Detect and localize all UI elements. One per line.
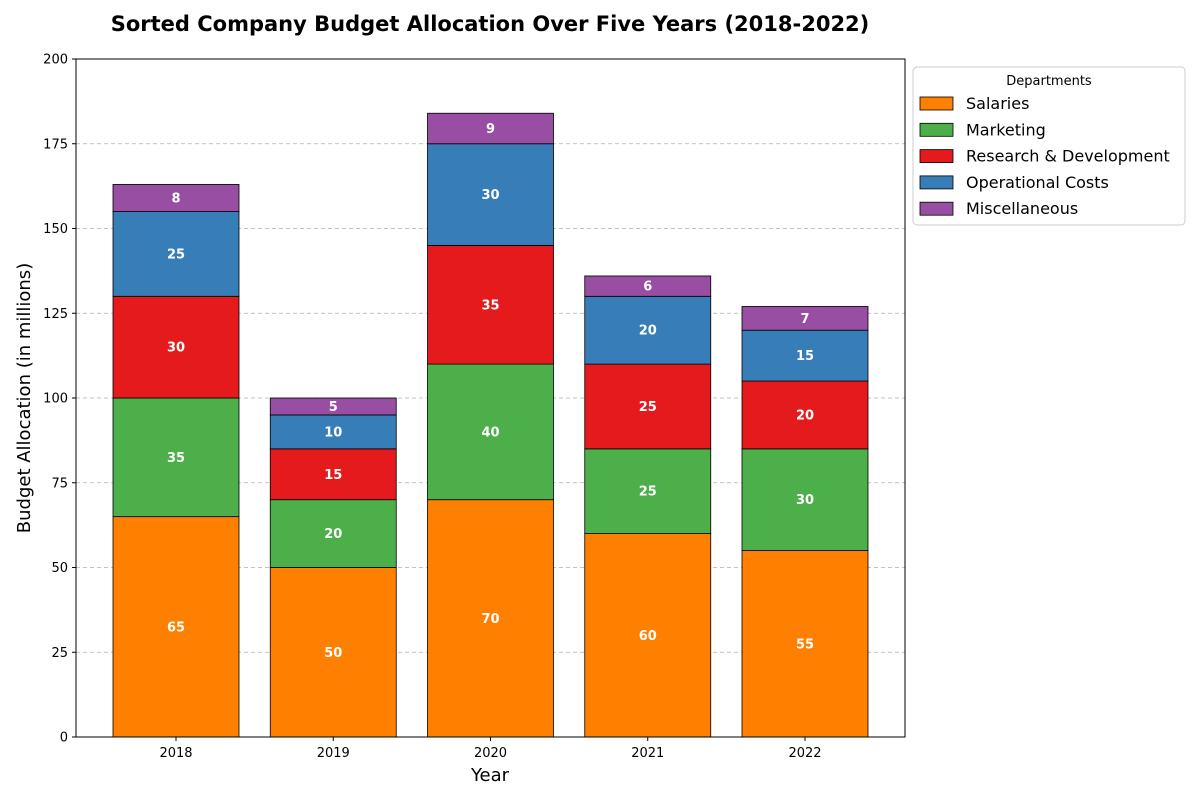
bar-value-label: 30 bbox=[796, 493, 814, 508]
bar-segment bbox=[427, 363, 554, 501]
bar-value-label: 60 bbox=[639, 629, 657, 644]
y-axis-label: Budget Allocation (in millions) bbox=[14, 263, 35, 533]
y-tick-label: 125 bbox=[43, 307, 68, 322]
legend-label: Marketing bbox=[966, 120, 1046, 139]
legend-label: Salaries bbox=[966, 94, 1029, 113]
bar-value-label: 7 bbox=[800, 312, 809, 327]
bar-value-label: 40 bbox=[481, 425, 499, 440]
legend-swatch bbox=[919, 149, 954, 164]
bar-segment bbox=[269, 397, 397, 416]
bar-value-label: 35 bbox=[481, 298, 499, 313]
bar-value-label: 15 bbox=[324, 468, 342, 483]
bar-value-label: 20 bbox=[639, 324, 657, 339]
bar-segment bbox=[112, 184, 240, 212]
y-axis: 0 25 50 75 100 125 150 175 200 bbox=[43, 53, 76, 746]
bar-segment bbox=[112, 295, 240, 399]
bar-segment bbox=[427, 245, 554, 365]
y-tick-label: 200 bbox=[43, 53, 68, 68]
bar-value-label: 50 bbox=[324, 646, 342, 661]
y-tick-label: 75 bbox=[51, 476, 68, 491]
bar-value-label: 35 bbox=[167, 451, 185, 466]
legend-swatch bbox=[919, 122, 954, 137]
legend-swatch bbox=[919, 175, 954, 190]
x-axis-label: Year bbox=[470, 765, 510, 786]
bar-segment bbox=[584, 448, 712, 535]
bar-value-label: 55 bbox=[796, 637, 814, 652]
bar-segment bbox=[741, 550, 869, 738]
bar-value-label: 20 bbox=[324, 527, 342, 542]
bar-value-label: 65 bbox=[167, 620, 185, 635]
bar-value-label: 25 bbox=[639, 485, 657, 500]
y-tick-label: 100 bbox=[43, 392, 68, 407]
bar-segment bbox=[584, 275, 712, 297]
x-axis: 2018 2019 2020 2021 2022 bbox=[159, 737, 822, 761]
bar-segment bbox=[427, 112, 554, 145]
x-tick-label: 2020 bbox=[474, 746, 507, 761]
bar-segment bbox=[112, 211, 240, 297]
x-tick-label: 2018 bbox=[159, 746, 192, 761]
y-tick-label: 150 bbox=[43, 222, 68, 237]
x-tick-label: 2022 bbox=[788, 746, 821, 761]
legend: Departments Salaries Marketing Research & … bbox=[912, 66, 1186, 226]
bar-segment bbox=[112, 516, 240, 738]
x-tick-label: 2019 bbox=[317, 746, 350, 761]
bar-segment bbox=[269, 499, 397, 568]
legend-label: Operational Costs bbox=[966, 173, 1109, 192]
bar-value-label: 20 bbox=[796, 408, 814, 423]
y-tick-label: 25 bbox=[51, 646, 68, 661]
legend-swatch bbox=[919, 201, 954, 216]
y-tick-label: 0 bbox=[60, 731, 68, 746]
bar-segment bbox=[584, 363, 712, 450]
bar-value-label: 30 bbox=[481, 188, 499, 203]
bar-segment bbox=[427, 499, 554, 738]
bar-segment bbox=[741, 380, 869, 450]
bar-value-label: 8 bbox=[171, 191, 180, 206]
y-tick-label: 50 bbox=[51, 561, 68, 576]
legend-box bbox=[912, 66, 1186, 226]
bar-value-label: 10 bbox=[324, 425, 342, 440]
y-tick-label: 175 bbox=[43, 137, 68, 152]
legend-label: Miscellaneous bbox=[966, 199, 1078, 218]
bar-value-label: 25 bbox=[639, 400, 657, 415]
legend-label: Research & Development bbox=[966, 147, 1170, 166]
legend-title: Departments bbox=[1006, 74, 1092, 89]
bar-segment bbox=[584, 295, 712, 365]
bar-value-label: 15 bbox=[796, 349, 814, 364]
bar-segment bbox=[427, 143, 554, 246]
bar-segment bbox=[741, 448, 869, 551]
bar-value-label: 6 bbox=[643, 280, 652, 295]
bar-segment bbox=[269, 567, 397, 738]
bar-value-label: 5 bbox=[329, 400, 338, 415]
bar-value-label: 30 bbox=[167, 341, 185, 356]
bar-value-label: 25 bbox=[167, 247, 185, 262]
chart-title: Sorted Company Budget Allocation Over Fi… bbox=[111, 12, 870, 36]
bars-layer: 65 35 30 25 8 50 20 15 10 5 70 40 35 30 9 60 25 25 20 6 55 30… bbox=[112, 112, 869, 738]
bar-segment bbox=[112, 397, 240, 518]
x-tick-label: 2021 bbox=[631, 746, 664, 761]
bar-segment bbox=[741, 306, 869, 331]
legend-swatch bbox=[919, 96, 954, 111]
bar-value-label: 9 bbox=[486, 122, 495, 137]
bar-value-label: 70 bbox=[481, 612, 499, 627]
